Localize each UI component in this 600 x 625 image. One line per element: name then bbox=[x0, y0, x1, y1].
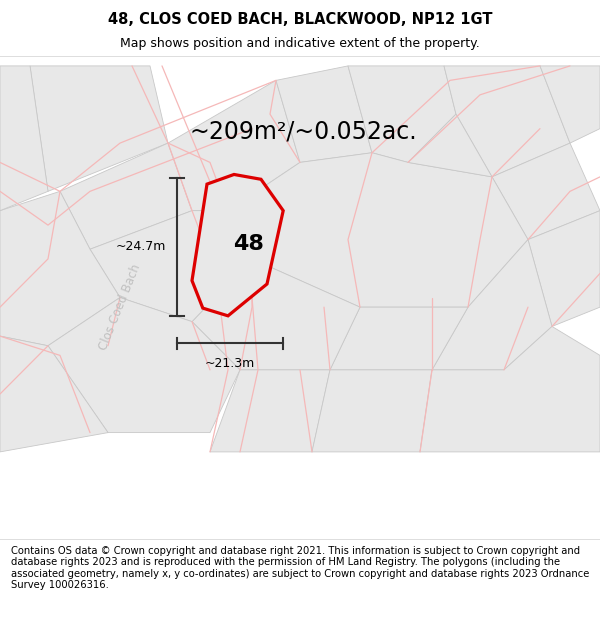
Polygon shape bbox=[90, 211, 252, 322]
Polygon shape bbox=[0, 66, 48, 211]
Polygon shape bbox=[540, 66, 600, 143]
Polygon shape bbox=[432, 239, 552, 370]
Text: ~24.7m: ~24.7m bbox=[116, 241, 166, 253]
Polygon shape bbox=[30, 66, 168, 191]
Text: 48: 48 bbox=[233, 234, 265, 254]
Polygon shape bbox=[0, 191, 120, 346]
Polygon shape bbox=[192, 174, 283, 316]
Polygon shape bbox=[312, 370, 432, 452]
Polygon shape bbox=[228, 152, 528, 307]
Polygon shape bbox=[348, 66, 456, 162]
Polygon shape bbox=[492, 143, 600, 239]
Polygon shape bbox=[330, 307, 468, 370]
Text: Contains OS data © Crown copyright and database right 2021. This information is : Contains OS data © Crown copyright and d… bbox=[11, 546, 589, 591]
Polygon shape bbox=[60, 143, 192, 249]
Text: ~209m²/~0.052ac.: ~209m²/~0.052ac. bbox=[189, 119, 416, 143]
Polygon shape bbox=[192, 259, 360, 370]
Text: 48, CLOS COED BACH, BLACKWOOD, NP12 1GT: 48, CLOS COED BACH, BLACKWOOD, NP12 1GT bbox=[108, 12, 492, 28]
Text: Map shows position and indicative extent of the property.: Map shows position and indicative extent… bbox=[120, 36, 480, 49]
Polygon shape bbox=[408, 114, 492, 177]
Polygon shape bbox=[276, 66, 372, 162]
Polygon shape bbox=[210, 370, 330, 452]
Polygon shape bbox=[0, 336, 108, 452]
Polygon shape bbox=[444, 66, 570, 177]
Text: Clos Coed Bach: Clos Coed Bach bbox=[97, 262, 143, 352]
Polygon shape bbox=[528, 211, 600, 326]
Polygon shape bbox=[420, 326, 600, 452]
Polygon shape bbox=[48, 298, 240, 432]
Polygon shape bbox=[168, 81, 300, 211]
Text: ~21.3m: ~21.3m bbox=[205, 357, 255, 370]
